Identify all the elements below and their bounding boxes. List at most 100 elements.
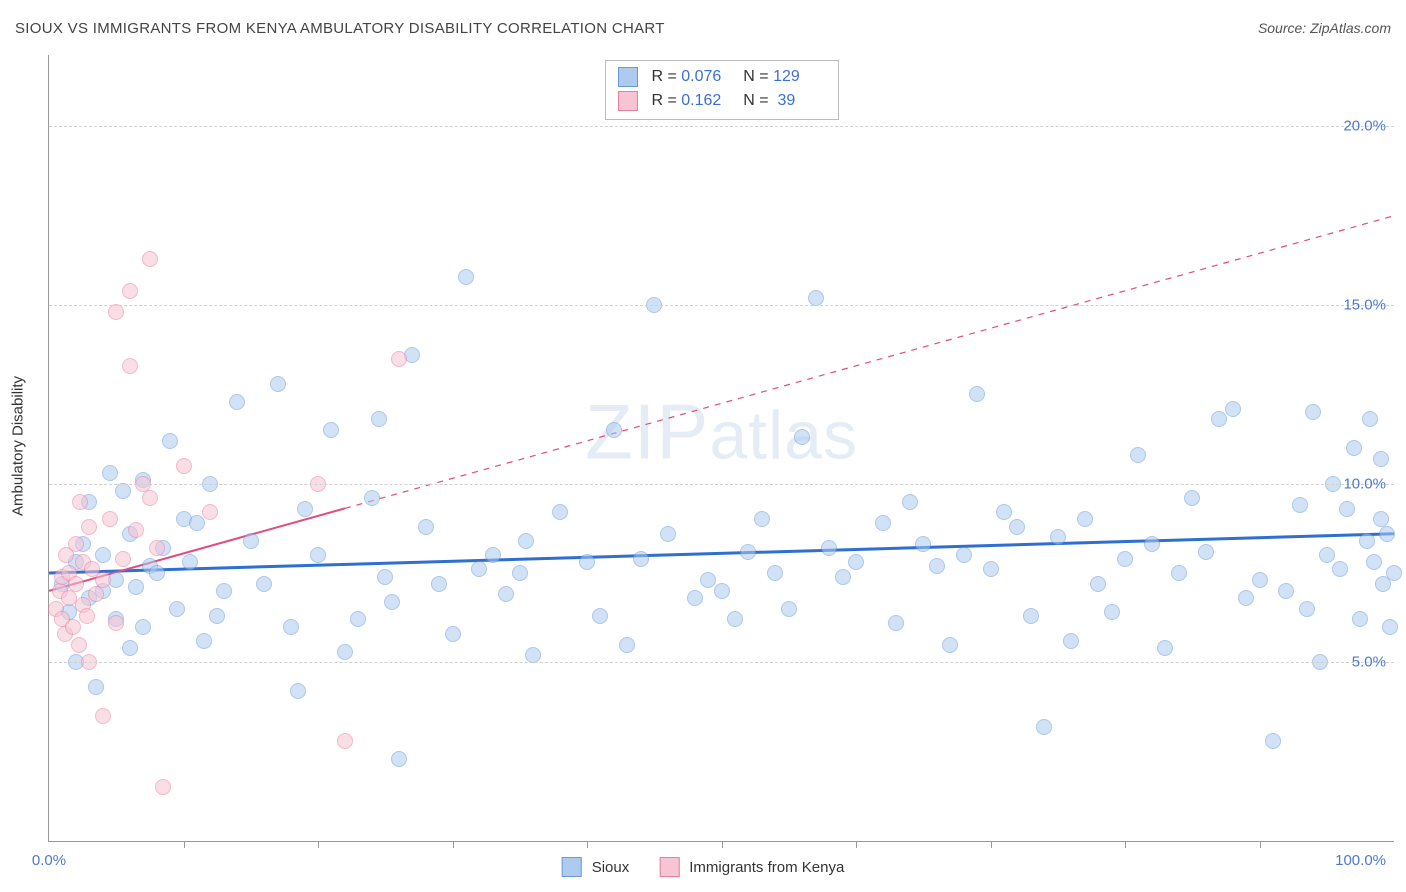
scatter-point xyxy=(1319,547,1335,563)
source-label: Source: ZipAtlas.com xyxy=(1258,20,1391,36)
scatter-point xyxy=(88,679,104,695)
scatter-point xyxy=(68,536,84,552)
scatter-point xyxy=(1352,611,1368,627)
scatter-point xyxy=(445,626,461,642)
scatter-point xyxy=(835,569,851,585)
scatter-point xyxy=(1373,511,1389,527)
legend-label-sioux: Sioux xyxy=(592,859,630,876)
scatter-point xyxy=(808,290,824,306)
x-tick xyxy=(722,841,723,848)
scatter-point xyxy=(115,551,131,567)
scatter-point xyxy=(619,637,635,653)
scatter-point xyxy=(122,640,138,656)
scatter-point xyxy=(209,608,225,624)
scatter-point xyxy=(68,576,84,592)
scatter-point xyxy=(176,511,192,527)
scatter-point xyxy=(61,590,77,606)
scatter-point xyxy=(485,547,501,563)
scatter-point xyxy=(48,601,64,617)
scatter-point xyxy=(498,586,514,602)
x-tick xyxy=(318,841,319,848)
scatter-point xyxy=(1332,561,1348,577)
trendline-solid xyxy=(49,508,345,591)
scatter-point xyxy=(1184,490,1200,506)
scatter-point xyxy=(781,601,797,617)
gridline xyxy=(49,662,1394,663)
scatter-point xyxy=(1117,551,1133,567)
scatter-point xyxy=(128,522,144,538)
scatter-point xyxy=(1009,519,1025,535)
scatter-point xyxy=(431,576,447,592)
scatter-point xyxy=(888,615,904,631)
scatter-point xyxy=(75,597,91,613)
scatter-point xyxy=(1278,583,1294,599)
scatter-point xyxy=(81,519,97,535)
scatter-point xyxy=(122,358,138,374)
scatter-point xyxy=(391,351,407,367)
scatter-point xyxy=(149,565,165,581)
scatter-point xyxy=(579,554,595,570)
plot-area: ZIPatlas R = 0.076 N = 129 R = 0.162 N =… xyxy=(48,55,1394,842)
scatter-point xyxy=(54,569,70,585)
scatter-point xyxy=(1023,608,1039,624)
scatter-point xyxy=(243,533,259,549)
scatter-point xyxy=(108,611,124,627)
n-value-kenya: 39 xyxy=(778,92,826,110)
scatter-point xyxy=(996,504,1012,520)
scatter-point xyxy=(290,683,306,699)
scatter-point xyxy=(142,251,158,267)
legend-label-kenya: Immigrants from Kenya xyxy=(689,859,844,876)
scatter-point xyxy=(1252,572,1268,588)
scatter-point xyxy=(1362,411,1378,427)
scatter-point xyxy=(169,601,185,617)
scatter-point xyxy=(122,283,138,299)
scatter-point xyxy=(81,590,97,606)
scatter-point xyxy=(902,494,918,510)
scatter-point xyxy=(754,511,770,527)
stats-row-sioux: R = 0.076 N = 129 xyxy=(617,65,825,89)
x-tick-max: 100.0% xyxy=(1335,852,1386,869)
scatter-point xyxy=(337,644,353,660)
scatter-point xyxy=(727,611,743,627)
scatter-point xyxy=(1144,536,1160,552)
gridline xyxy=(49,126,1394,127)
scatter-point xyxy=(1292,497,1308,513)
scatter-point xyxy=(633,551,649,567)
scatter-point xyxy=(969,386,985,402)
trendline-dashed xyxy=(345,216,1394,509)
scatter-point xyxy=(606,422,622,438)
scatter-point xyxy=(84,561,100,577)
scatter-point xyxy=(256,576,272,592)
scatter-point xyxy=(518,533,534,549)
scatter-point xyxy=(458,269,474,285)
scatter-point xyxy=(162,433,178,449)
scatter-point xyxy=(72,494,88,510)
scatter-point xyxy=(283,619,299,635)
scatter-point xyxy=(377,569,393,585)
swatch-sioux xyxy=(617,67,637,87)
scatter-point xyxy=(297,501,313,517)
scatter-point xyxy=(108,615,124,631)
scatter-point xyxy=(1339,501,1355,517)
scatter-point xyxy=(95,708,111,724)
scatter-point xyxy=(525,647,541,663)
scatter-point xyxy=(135,472,151,488)
scatter-point xyxy=(270,376,286,392)
scatter-point xyxy=(767,565,783,581)
watermark: ZIPatlas xyxy=(585,387,858,478)
scatter-point xyxy=(740,544,756,560)
scatter-point xyxy=(54,611,70,627)
scatter-point xyxy=(1265,733,1281,749)
scatter-point xyxy=(700,572,716,588)
scatter-point xyxy=(1386,565,1402,581)
r-value-kenya: 0.162 xyxy=(681,92,729,110)
scatter-point xyxy=(182,554,198,570)
scatter-point xyxy=(848,554,864,570)
scatter-point xyxy=(68,554,84,570)
scatter-point xyxy=(102,511,118,527)
chart-title: SIOUX VS IMMIGRANTS FROM KENYA AMBULATOR… xyxy=(15,20,665,37)
scatter-point xyxy=(1359,533,1375,549)
scatter-point xyxy=(1104,604,1120,620)
scatter-point xyxy=(1036,719,1052,735)
scatter-point xyxy=(1063,633,1079,649)
